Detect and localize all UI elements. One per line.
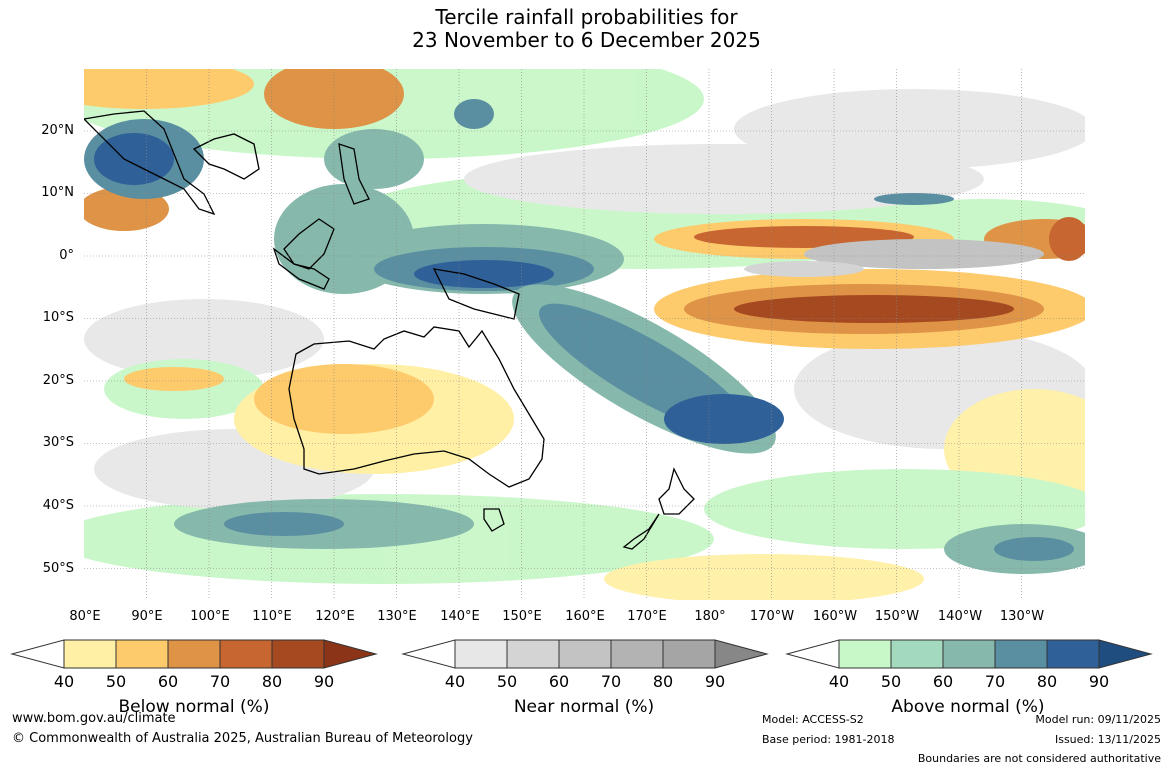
lat-label-20s: 20°S bbox=[42, 373, 74, 388]
lon-label-150w: 150°W bbox=[874, 609, 920, 624]
below-normal-colorbar bbox=[10, 639, 378, 669]
cb2-swatch-under bbox=[401, 639, 456, 669]
cb3-tick-50: 50 bbox=[880, 672, 902, 691]
cb2-swatch-80-90 bbox=[662, 639, 716, 669]
cb3-swatch-over bbox=[1098, 639, 1153, 669]
cb3-tick-90: 90 bbox=[1088, 672, 1110, 691]
cb3-tick-40: 40 bbox=[828, 672, 850, 691]
lat-label-10n: 10°N bbox=[41, 185, 74, 200]
cb3-swatch-50-60 bbox=[890, 639, 944, 669]
website-link[interactable]: www.bom.gov.au/climate bbox=[12, 711, 176, 726]
lon-label-170e: 170°E bbox=[627, 609, 667, 624]
lat-label-40s: 40°S bbox=[42, 498, 74, 513]
lon-label-170w: 170°W bbox=[749, 609, 795, 624]
cb2-tick-50: 50 bbox=[496, 672, 518, 691]
near-normal-colorbar bbox=[401, 639, 769, 669]
cb3-swatch-80-90 bbox=[1046, 639, 1100, 669]
cb1-swatch-40-50 bbox=[63, 639, 117, 669]
cb1-swatch-60-70 bbox=[167, 639, 221, 669]
cb1-swatch-over bbox=[323, 639, 378, 669]
lon-label-180: 180° bbox=[694, 609, 726, 624]
cb3-swatch-40-50 bbox=[838, 639, 892, 669]
cb1-tick-50: 50 bbox=[105, 672, 127, 691]
cb2-tick-70: 70 bbox=[600, 672, 622, 691]
lon-label-130w: 130°W bbox=[999, 609, 1045, 624]
lon-label-120e: 120°E bbox=[315, 609, 355, 624]
cb3-swatch-under bbox=[785, 639, 840, 669]
cb3-swatch-60-70 bbox=[942, 639, 996, 669]
issued-date: Issued: 13/11/2025 bbox=[1054, 733, 1161, 746]
lat-label-0: 0° bbox=[59, 248, 74, 263]
cb2-swatch-50-60 bbox=[506, 639, 560, 669]
boundaries-disclaimer: Boundaries are not considered authoritat… bbox=[917, 752, 1161, 765]
cb2-tick-80: 80 bbox=[652, 672, 674, 691]
map-title-line1: Tercile rainfall probabilities for bbox=[435, 5, 738, 29]
lon-label-140e: 140°E bbox=[440, 609, 480, 624]
lon-label-160w: 160°W bbox=[812, 609, 858, 624]
cb2-swatch-60-70 bbox=[558, 639, 612, 669]
cb2-tick-60: 60 bbox=[548, 672, 570, 691]
map-title-line2: 23 November to 6 December 2025 bbox=[412, 28, 761, 52]
cb2-tick-40: 40 bbox=[444, 672, 466, 691]
lat-label-30s: 30°S bbox=[42, 435, 74, 450]
below-normal-label: Below normal (%) bbox=[118, 697, 270, 717]
cb2-swatch-70-80 bbox=[610, 639, 664, 669]
lat-label-20n: 20°N bbox=[41, 123, 74, 138]
lat-label-10s: 10°S bbox=[42, 310, 74, 325]
rainfall-probability-map bbox=[84, 69, 1085, 600]
cb3-tick-70: 70 bbox=[984, 672, 1006, 691]
cb3-swatch-70-80 bbox=[994, 639, 1048, 669]
base-period: Base period: 1981-2018 bbox=[762, 733, 895, 746]
cb1-tick-40: 40 bbox=[53, 672, 75, 691]
lon-label-100e: 100°E bbox=[190, 609, 230, 624]
lon-label-90e: 90°E bbox=[131, 609, 163, 624]
lon-label-140w: 140°W bbox=[937, 609, 983, 624]
lon-label-110e: 110°E bbox=[252, 609, 292, 624]
cb3-tick-80: 80 bbox=[1036, 672, 1058, 691]
cb1-tick-80: 80 bbox=[261, 672, 283, 691]
lat-label-50s: 50°S bbox=[42, 561, 74, 576]
above-normal-colorbar bbox=[785, 639, 1153, 669]
cb2-swatch-over bbox=[714, 639, 769, 669]
cb3-tick-60: 60 bbox=[932, 672, 954, 691]
lon-label-80e: 80°E bbox=[69, 609, 101, 624]
cb1-swatch-80-90 bbox=[271, 639, 325, 669]
near-normal-label: Near normal (%) bbox=[513, 697, 655, 717]
above-normal-label: Above normal (%) bbox=[891, 697, 1045, 717]
lon-label-150e: 150°E bbox=[502, 609, 542, 624]
cb1-swatch-70-80 bbox=[219, 639, 273, 669]
cb2-tick-90: 90 bbox=[704, 672, 726, 691]
cb1-tick-60: 60 bbox=[157, 672, 179, 691]
cb1-swatch-50-60 bbox=[115, 639, 169, 669]
lon-label-130e: 130°E bbox=[377, 609, 417, 624]
cb1-tick-70: 70 bbox=[209, 672, 231, 691]
copyright-notice: © Commonwealth of Australia 2025, Austra… bbox=[12, 731, 473, 746]
model-name: Model: ACCESS-S2 bbox=[762, 713, 864, 726]
lon-label-160e: 160°E bbox=[565, 609, 605, 624]
cb1-swatch-under bbox=[10, 639, 65, 669]
model-run-date: Model run: 09/11/2025 bbox=[1035, 713, 1161, 726]
cb2-swatch-40-50 bbox=[454, 639, 508, 669]
cb1-tick-90: 90 bbox=[313, 672, 335, 691]
